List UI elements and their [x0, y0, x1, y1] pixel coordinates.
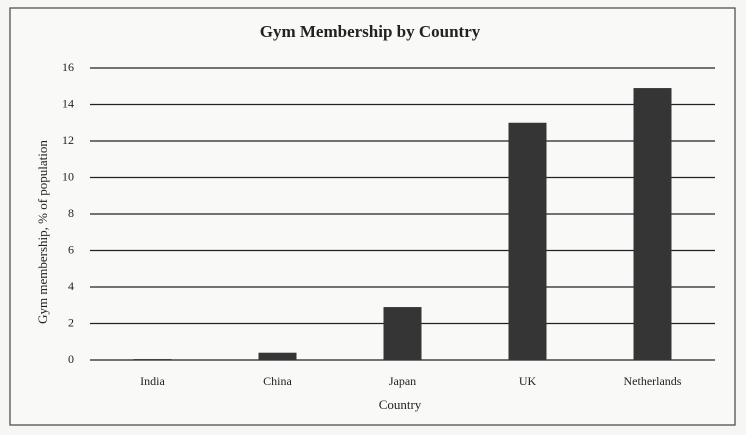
chart-title: Gym Membership by Country: [260, 22, 481, 41]
y-tick-label: 4: [68, 279, 74, 293]
chart-frame: [9, 7, 736, 426]
y-tick-label: 0: [68, 352, 74, 366]
y-tick-label: 8: [68, 206, 74, 220]
y-tick-label: 6: [68, 242, 74, 256]
x-tick-label: Netherlands: [624, 374, 682, 388]
bar: [383, 307, 422, 360]
y-tick-label: 14: [62, 96, 74, 110]
y-tick-label: 2: [68, 315, 74, 329]
x-tick-label: India: [140, 374, 165, 388]
bar: [258, 352, 297, 360]
y-tick-label: 10: [62, 169, 74, 183]
bar: [133, 359, 172, 360]
y-tick-label: 16: [62, 60, 74, 74]
x-tick-label: UK: [519, 374, 537, 388]
bar: [633, 88, 672, 360]
x-axis-title: Country: [379, 397, 422, 412]
bar: [508, 122, 547, 360]
x-tick-label: Japan: [389, 374, 416, 388]
y-tick-label: 12: [62, 133, 74, 147]
x-tick-label: China: [263, 374, 292, 388]
y-axis-title: Gym membership, % of population: [35, 140, 50, 324]
